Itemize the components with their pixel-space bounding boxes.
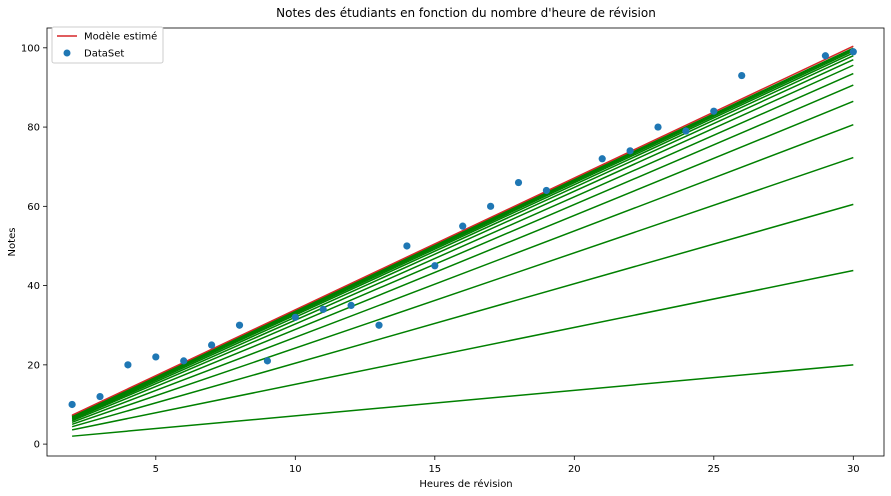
x-tick-label: 15 [428,464,441,475]
data-point [208,341,216,349]
data-point [96,392,104,401]
y-tick-label: 20 [27,360,40,371]
plot-area: 5 10 15 20 25 30 0 20 40 60 80 100 [21,27,885,475]
data-point [319,305,327,313]
data-point [487,202,495,210]
legend-dataset-label: DataSet [84,49,124,60]
model-line [71,45,854,416]
iteration-line-1 [71,269,854,431]
y-tick-label: 100 [21,43,40,54]
data-point [710,107,718,115]
data-point [180,357,188,365]
data-point [598,155,606,163]
data-point [235,321,244,329]
y-tick-label: 0 [34,440,40,451]
x-tick-label: 10 [289,464,302,475]
y-tick-label: 60 [27,202,40,213]
iteration-line-9 [71,59,854,418]
legend-model-label: Modèle estimé [84,31,157,43]
data-point [542,186,551,195]
data-point [431,262,439,270]
iteration-line-4 [71,123,854,424]
data-point [152,353,160,361]
data-point [263,357,272,365]
iteration-line-0 [72,364,854,437]
data-point [403,242,411,250]
data-point [682,127,690,135]
x-tick-label: 25 [707,464,720,475]
y-tick-label: 80 [27,123,40,134]
x-tick-label: 5 [153,464,159,475]
data-point [626,147,634,155]
iteration-line-5 [71,100,854,422]
data-point [821,52,830,60]
data-point [738,71,746,80]
plot-frame [46,27,885,457]
data-point [514,178,523,187]
data-point [375,321,383,329]
data-point [849,48,857,56]
data-point [347,301,355,310]
y-axis-label: Notes [7,228,18,257]
y-tick-label: 40 [27,281,40,292]
data-point [124,361,132,369]
iteration-line-2 [71,203,854,428]
data-point [459,222,467,230]
data-point [68,400,76,409]
data-point [654,123,662,131]
data-point [291,313,299,321]
legend-dataset-swatch [63,49,71,57]
legend-box [51,26,164,64]
iteration-line-7 [71,72,854,420]
x-tick-label: 20 [568,464,581,475]
x-axis-label: Heures de révision [419,478,512,490]
legend: Modèle estimé DataSet [51,26,164,64]
iteration-line-3 [71,156,854,426]
iteration-line-6 [71,84,854,421]
iteration-line-8 [71,64,854,419]
chart-title: Notes des étudiants en fonction du nombr… [276,6,656,20]
x-tick-label: 30 [847,464,860,475]
